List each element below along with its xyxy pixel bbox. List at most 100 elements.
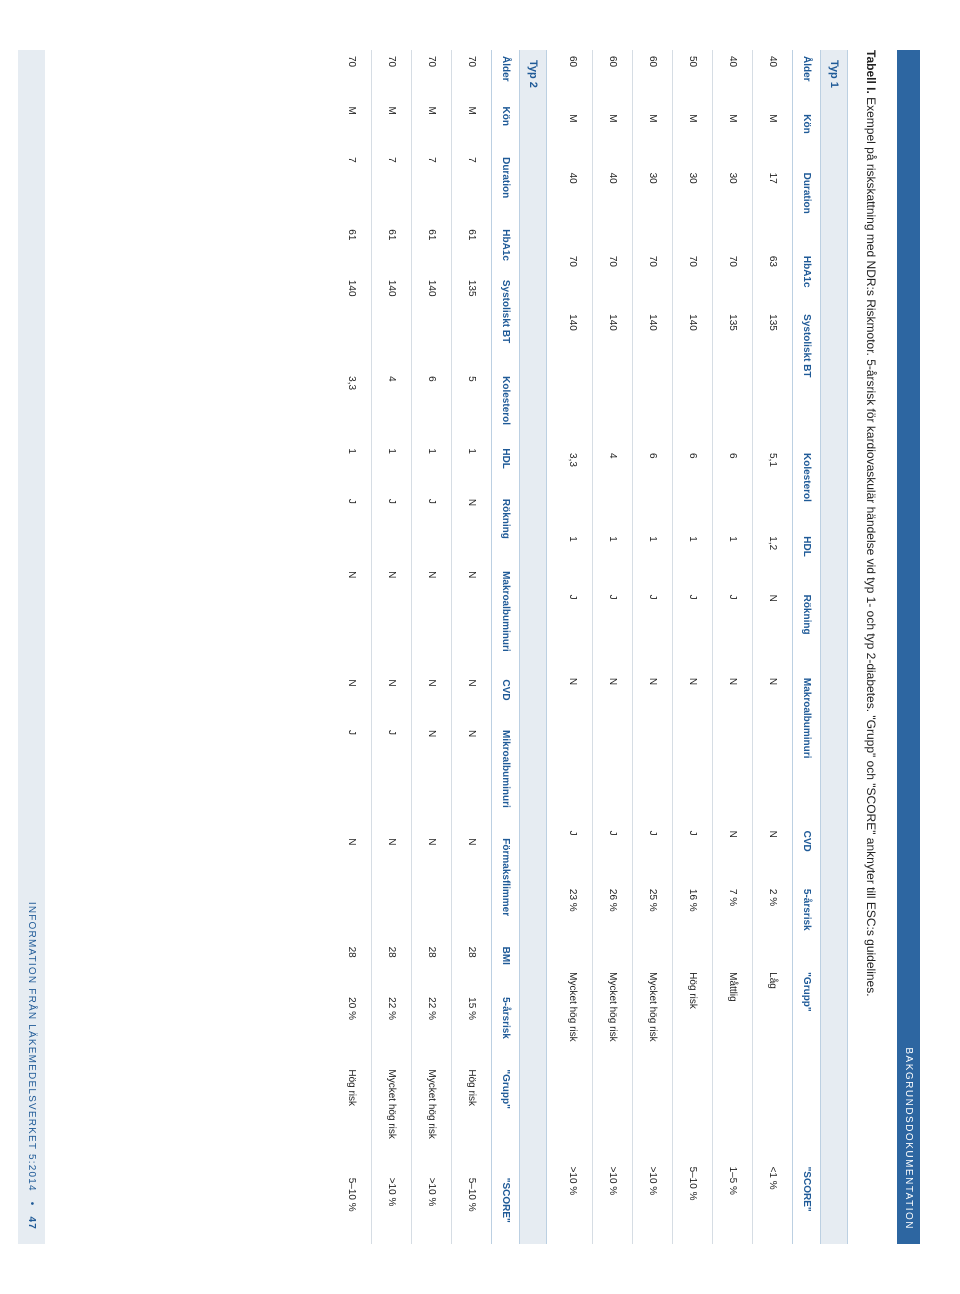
table-cell: 1 [452,442,492,493]
table-cell: 70 [633,250,673,308]
table-row: 60M40701403,31JNJ23 %Mycket hög risk>10 … [553,50,593,1244]
table-row: 70M76113551NNNNN2815 %Hög risk5–10 % [452,50,492,1244]
page-number: 47 [26,1216,37,1230]
table-cell: 140 [412,274,452,370]
table-cell: 5 [452,370,492,442]
section-typ2: Typ 2 [519,50,547,1244]
col-makroalbuminuri: Makroalbuminuri [492,565,520,673]
table-cell: J [673,825,713,883]
table-cell: 61 [332,223,372,274]
table-cell: 3,3 [332,370,372,442]
col-duration: Duration [492,151,520,223]
table-cell: N [452,673,492,724]
col-alder: Ålder [793,50,821,108]
table-cell: M [332,101,372,152]
table-row: 60M307014061JNJ25 %Mycket hög risk>10 % [633,50,673,1244]
table-cell: N [713,825,753,883]
table-cell: N [452,565,492,673]
table-cell: 30 [633,167,673,250]
table-cell: 7 [412,151,452,223]
footer-bullet: • [26,1202,37,1207]
table-cell: 3,3 [553,447,593,530]
table-cell: Låg [753,966,793,1160]
table-typ1: Ålder Kön Duration HbA1c Systoliskt BT K… [553,50,820,1244]
table-cell: 1 [412,442,452,493]
table-cell: 1 [553,530,593,588]
table-cell: 140 [593,308,633,447]
table-cell: 16 % [673,883,713,966]
table-cell: 5–10 % [452,1172,492,1244]
table-cell: 28 [332,941,372,992]
table-cell: M [412,101,452,152]
table-cell: 70 [593,250,633,308]
col-hba1c: HbA1c [793,250,821,308]
table-cell: N [633,672,673,825]
table-cell: 22 % [372,991,412,1063]
col-rokning: Rökning [492,493,520,565]
table-cell: N [412,832,452,940]
table-cell: 1 [673,530,713,588]
table-cell: 40 [553,167,593,250]
table-cell: 40 [593,167,633,250]
table-cell: Mycket hög risk [412,1063,452,1171]
table-row: 60M407014041JNJ26 %Mycket hög risk>10 % [593,50,633,1244]
table-cell: 6 [633,447,673,530]
col-cvd: CVD [492,673,520,724]
table-cell: 61 [372,223,412,274]
col-5arsrisk: 5-årsrisk [793,883,821,966]
table-cell: 7 [372,151,412,223]
table-cell: N [412,724,452,832]
col-kolesterol: Kolesterol [793,447,821,530]
table-header-row: Ålder Kön Duration HbA1c Systoliskt BT K… [492,50,520,1244]
table-cell: N [452,493,492,565]
table-cell: J [553,589,593,672]
table-cell: J [372,493,412,565]
table-cell: >10 % [412,1172,452,1244]
table-row: 70M76114061JNNNN2822 %Mycket hög risk>10… [412,50,452,1244]
table-cell: 17 [753,167,793,250]
table-cell: 60 [633,50,673,108]
table-cell: 70 [372,50,412,101]
table-cell: N [753,825,793,883]
col-systoliskt: Systoliskt BT [492,274,520,370]
section-typ1: Typ 1 [820,50,848,1244]
table-cell: 5–10 % [332,1172,372,1244]
table-cell: N [332,832,372,940]
table-cell: J [593,825,633,883]
table-cell: N [412,673,452,724]
col-systoliskt: Systoliskt BT [793,308,821,447]
col-cvd: CVD [793,825,821,883]
table-cell: 40 [713,50,753,108]
table-cell: <1 % [753,1161,793,1244]
table-cell: 140 [332,274,372,370]
table-cell: N [713,672,753,825]
table-cell: Mycket hög risk [372,1063,412,1171]
table-cell: J [372,724,412,832]
table-header-row: Ålder Kön Duration HbA1c Systoliskt BT K… [793,50,821,1244]
table-cell: M [753,108,793,166]
table-cell: 5,1 [753,447,793,530]
table-cell: M [593,108,633,166]
col-grupp: "Grupp" [793,966,821,1160]
table-cell: >10 % [633,1161,673,1244]
table-cell: 135 [452,274,492,370]
table-cell: 60 [593,50,633,108]
table-cell: 7 [452,151,492,223]
col-5arsrisk: 5-årsrisk [492,991,520,1063]
table-cell: N [412,565,452,673]
table-cell: N [753,672,793,825]
col-hdl: HDL [492,442,520,493]
table-cell: 63 [753,250,793,308]
table-cell: N [332,673,372,724]
table-cell: N [593,672,633,825]
col-alder: Ålder [492,50,520,101]
table-cell: 40 [753,50,793,108]
table-cell: 25 % [633,883,673,966]
page-footer: INFORMATION FRÅN LÄKEMEDELSVERKET 5:2014… [18,0,45,1294]
table-cell: 70 [412,50,452,101]
table-cell: N [553,672,593,825]
table-cell: 6 [713,447,753,530]
table-cell: 30 [673,167,713,250]
table-cell: N [452,832,492,940]
table-cell: 7 [332,151,372,223]
